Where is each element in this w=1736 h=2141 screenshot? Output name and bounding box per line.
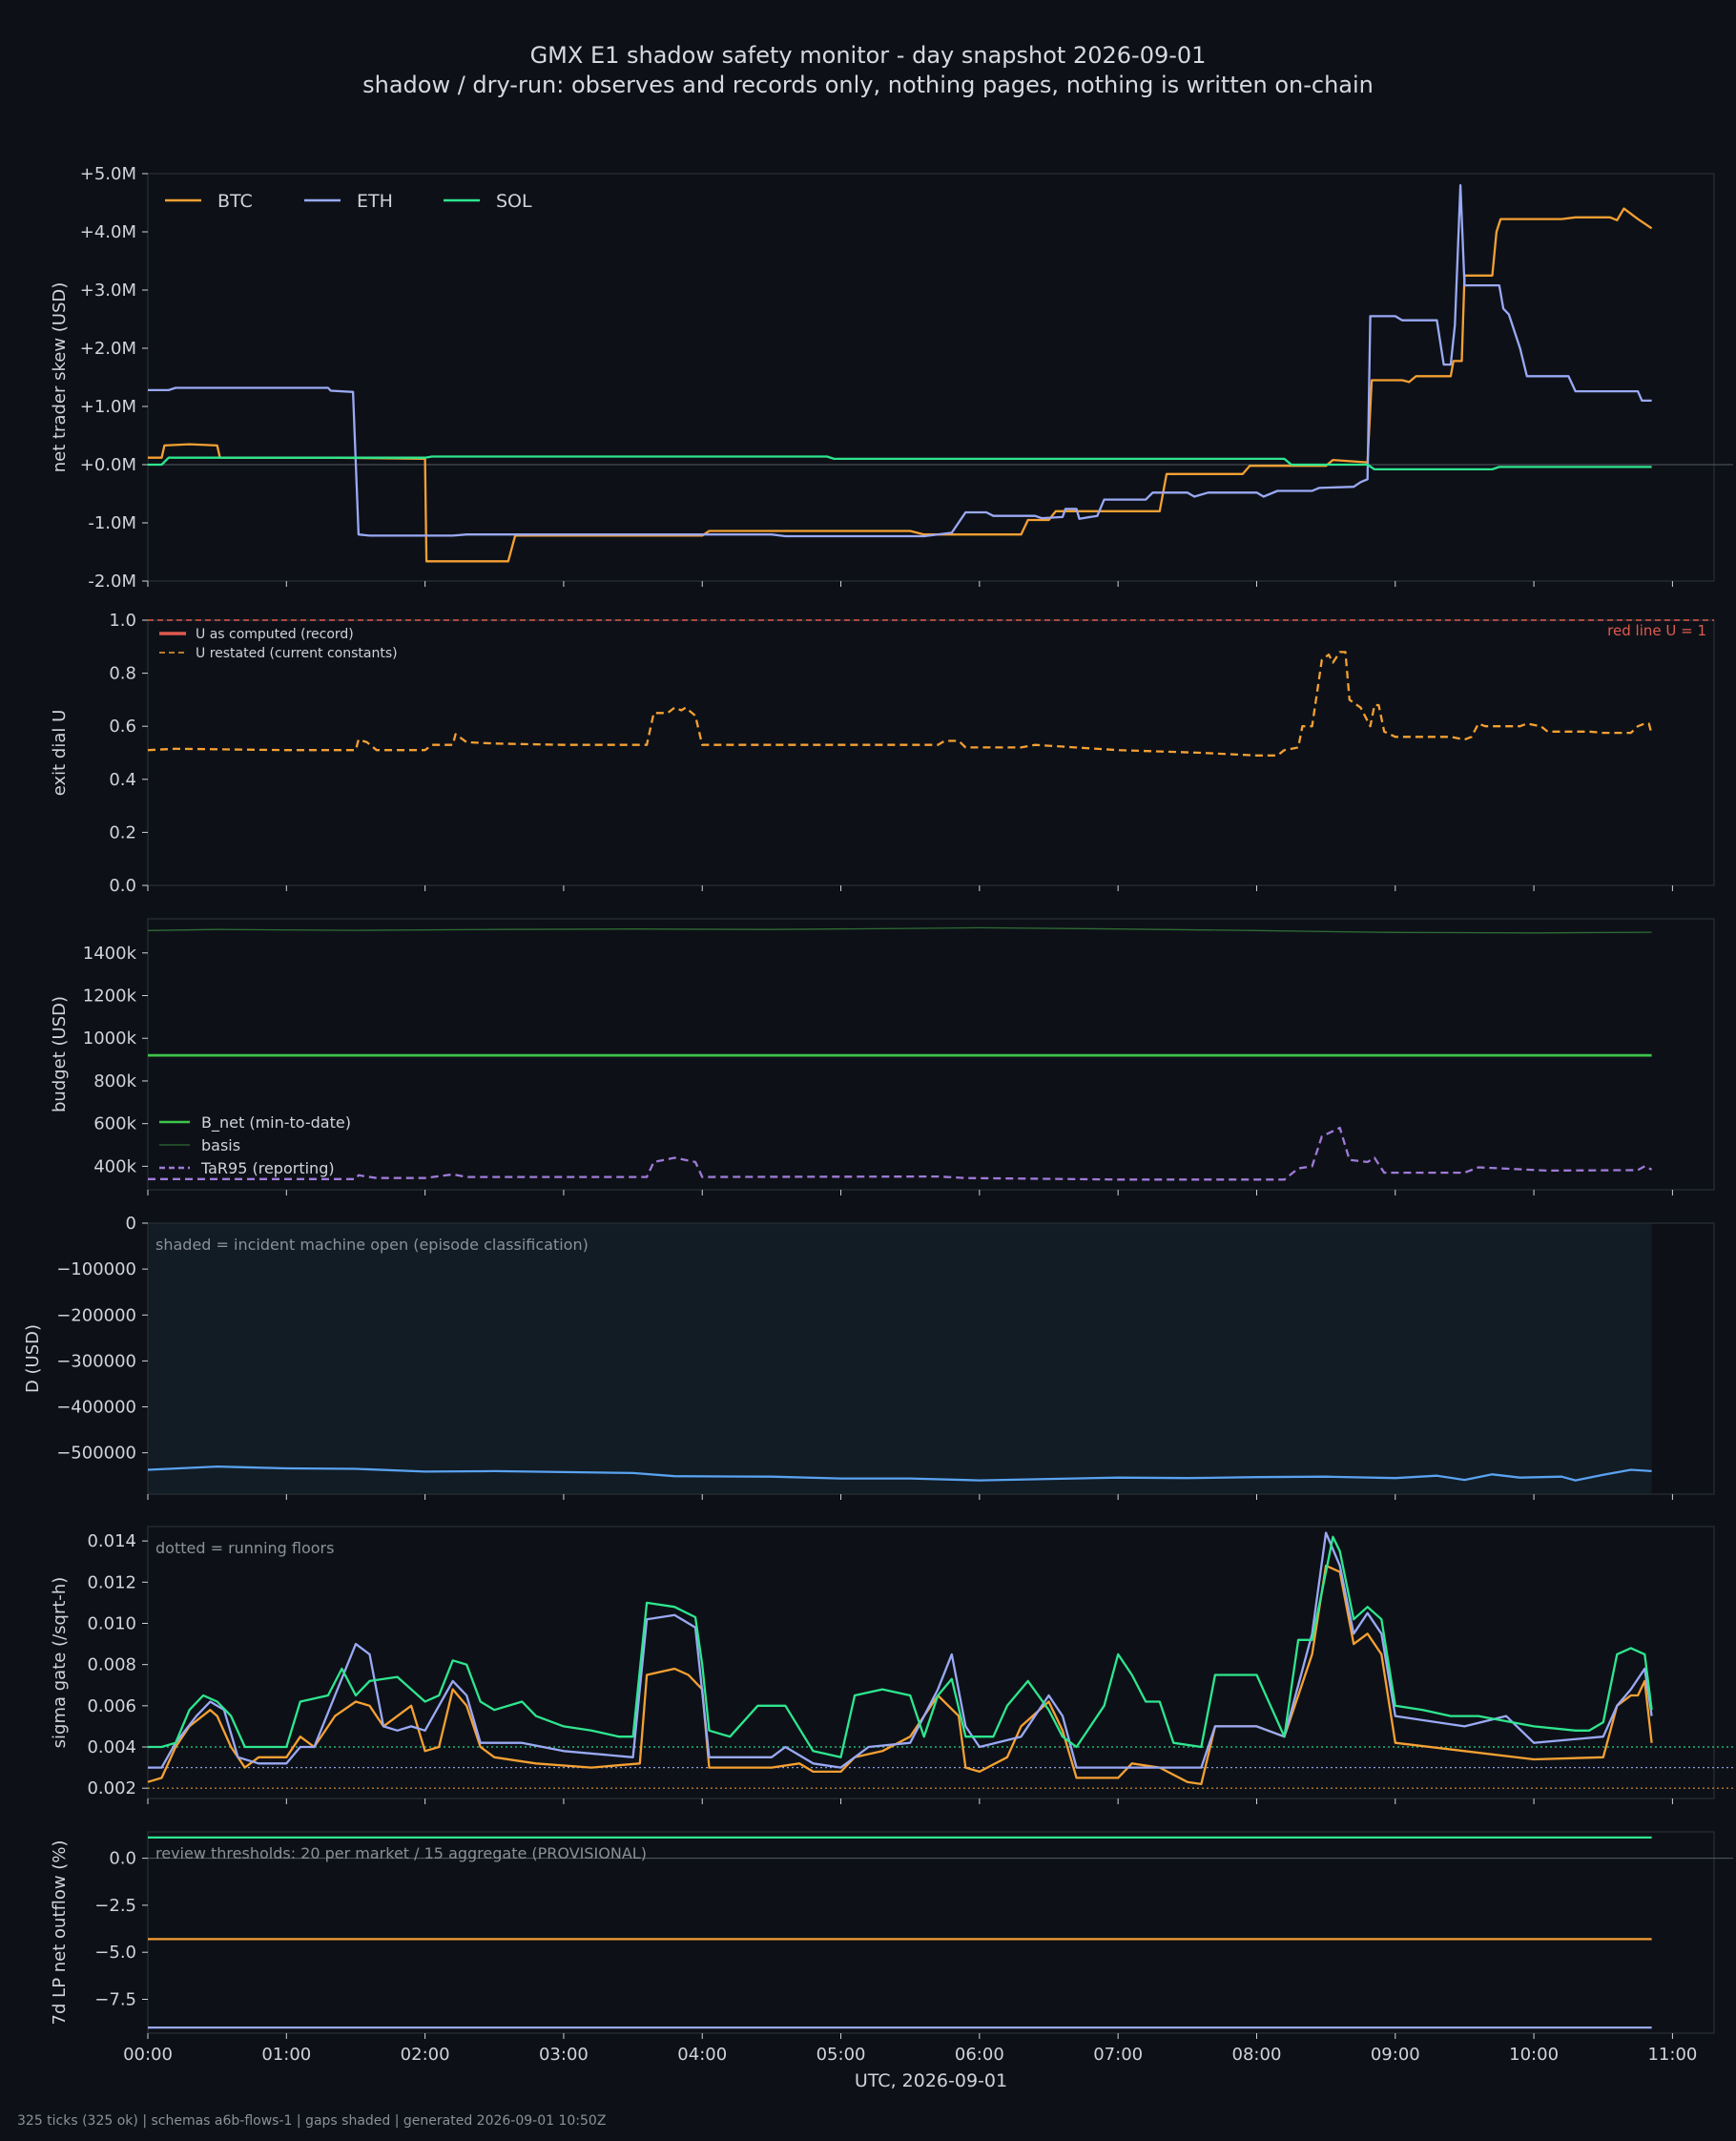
y-tick-label: −400000	[56, 1398, 136, 1418]
panel-3	[142, 918, 1715, 1195]
y-axis-label: 7d LP net outflow (%)	[50, 1840, 70, 2026]
series-btc	[147, 1564, 1653, 1786]
panel-annotation: dotted = running floors	[155, 1539, 334, 1557]
y-tick-label: 400k	[93, 1156, 136, 1176]
y-axis-label: sigma gate (/sqrt-h)	[50, 1577, 70, 1749]
y-tick-label: 0.0	[109, 1849, 136, 1869]
x-tick-label: 03:00	[539, 2045, 589, 2065]
series-btc	[148, 207, 1653, 563]
red-line-label: red line U = 1	[1607, 622, 1706, 639]
y-tick-label: 0.4	[109, 770, 136, 790]
panel-frame	[147, 1831, 1715, 2034]
panel-2	[142, 619, 1715, 891]
y-tick-label: −7.5	[94, 1990, 136, 2010]
y-tick-label: 0.006	[87, 1696, 136, 1716]
legend-label: B_net (min-to-date)	[201, 1113, 351, 1133]
y-tick-label: -2.0M	[88, 572, 136, 592]
y-tick-label: 0.8	[109, 664, 136, 684]
series-sol	[148, 1535, 1653, 1758]
y-tick-label: +5.0M	[80, 164, 136, 184]
x-tick-label: 01:00	[261, 2045, 311, 2065]
y-tick-label: 0.004	[87, 1737, 136, 1757]
series-tar95-reporting-	[148, 1126, 1653, 1181]
panel-frame	[147, 1222, 1715, 1495]
x-tick-label: 06:00	[955, 2045, 1004, 2065]
series-u-restated-current-constants-	[147, 651, 1653, 757]
y-tick-label: +0.0M	[80, 455, 136, 475]
y-tick-label: -1.0M	[88, 513, 136, 533]
y-tick-label: 0	[126, 1214, 136, 1234]
y-tick-label: 0.6	[109, 717, 136, 737]
series-d	[147, 1465, 1652, 1482]
y-axis-label: exit dial U	[50, 710, 70, 797]
panel-frame	[147, 1526, 1715, 1799]
y-tick-label: 0.012	[87, 1572, 136, 1592]
series-eth	[148, 184, 1652, 538]
x-tick-label: 02:00	[401, 2045, 450, 2065]
legend-label: TaR95 (reporting)	[200, 1159, 335, 1177]
y-tick-label: 800k	[93, 1071, 136, 1091]
y-tick-label: 1400k	[83, 944, 137, 964]
x-tick-label: 11:00	[1647, 2045, 1697, 2065]
panel-annotation: shaded = incident machine open (episode …	[155, 1236, 589, 1254]
x-tick-label: 05:00	[816, 2045, 866, 2065]
y-tick-label: −200000	[56, 1305, 136, 1325]
y-tick-label: −500000	[56, 1444, 136, 1464]
legend-label: U restated (current constants)	[196, 646, 398, 661]
y-tick-label: +3.0M	[80, 281, 136, 301]
y-tick-label: 1.0	[109, 611, 136, 631]
y-tick-label: 1000k	[83, 1029, 137, 1049]
y-tick-label: +1.0M	[80, 397, 136, 417]
x-axis-label: UTC, 2026-09-01	[855, 2070, 1007, 2091]
y-axis-label: D (USD)	[23, 1324, 43, 1393]
series-eth	[148, 1531, 1653, 1769]
incident-shade	[148, 1223, 1652, 1494]
legend-label: U as computed (record)	[196, 627, 354, 642]
y-tick-label: +2.0M	[80, 339, 136, 359]
x-tick-label: 09:00	[1371, 2045, 1420, 2065]
panel-6	[142, 1831, 1733, 2039]
y-tick-label: 0.014	[87, 1531, 136, 1551]
y-tick-label: −100000	[56, 1259, 136, 1279]
y-axis-label: net trader skew (USD)	[50, 282, 70, 473]
legend-label: SOL	[496, 191, 532, 212]
x-tick-label: 07:00	[1093, 2045, 1143, 2065]
legend-label: basis	[201, 1136, 240, 1154]
figure-subtitle: shadow / dry-run: observes and records o…	[362, 72, 1374, 98]
y-tick-label: 0.010	[87, 1613, 136, 1633]
x-tick-label: 00:00	[123, 2045, 173, 2065]
x-tick-label: 08:00	[1232, 2045, 1282, 2065]
y-tick-label: −2.5	[94, 1896, 136, 1916]
legend-label: ETH	[357, 191, 393, 212]
series-basis	[147, 926, 1652, 934]
legend-label: BTC	[217, 191, 253, 212]
panel-frame	[147, 173, 1715, 582]
y-tick-label: 0.002	[87, 1778, 136, 1798]
y-tick-label: −5.0	[94, 1943, 136, 1963]
panel-1	[142, 173, 1733, 587]
x-tick-label: 04:00	[677, 2045, 727, 2065]
y-tick-label: 1200k	[83, 987, 137, 1007]
panel-5	[142, 1526, 1736, 1804]
panel-annotation: review thresholds: 20 per market / 15 ag…	[155, 1844, 647, 1862]
x-tick-label: 10:00	[1509, 2045, 1559, 2065]
y-tick-label: 600k	[93, 1114, 136, 1134]
y-tick-label: 0.0	[109, 876, 136, 896]
y-tick-label: +4.0M	[80, 222, 136, 242]
series-sol	[148, 455, 1652, 471]
y-axis-label: budget (USD)	[50, 996, 70, 1112]
figure-title: GMX E1 shadow safety monitor - day snaps…	[530, 42, 1207, 69]
panel-4	[142, 1222, 1715, 1500]
y-tick-label: −300000	[56, 1351, 136, 1371]
y-tick-label: 0.2	[109, 822, 136, 842]
footer-status: 325 ticks (325 ok) | schemas a6b-flows-1…	[17, 2113, 606, 2129]
y-tick-label: 0.008	[87, 1655, 136, 1675]
